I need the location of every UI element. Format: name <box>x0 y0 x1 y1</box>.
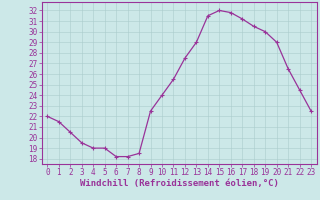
X-axis label: Windchill (Refroidissement éolien,°C): Windchill (Refroidissement éolien,°C) <box>80 179 279 188</box>
